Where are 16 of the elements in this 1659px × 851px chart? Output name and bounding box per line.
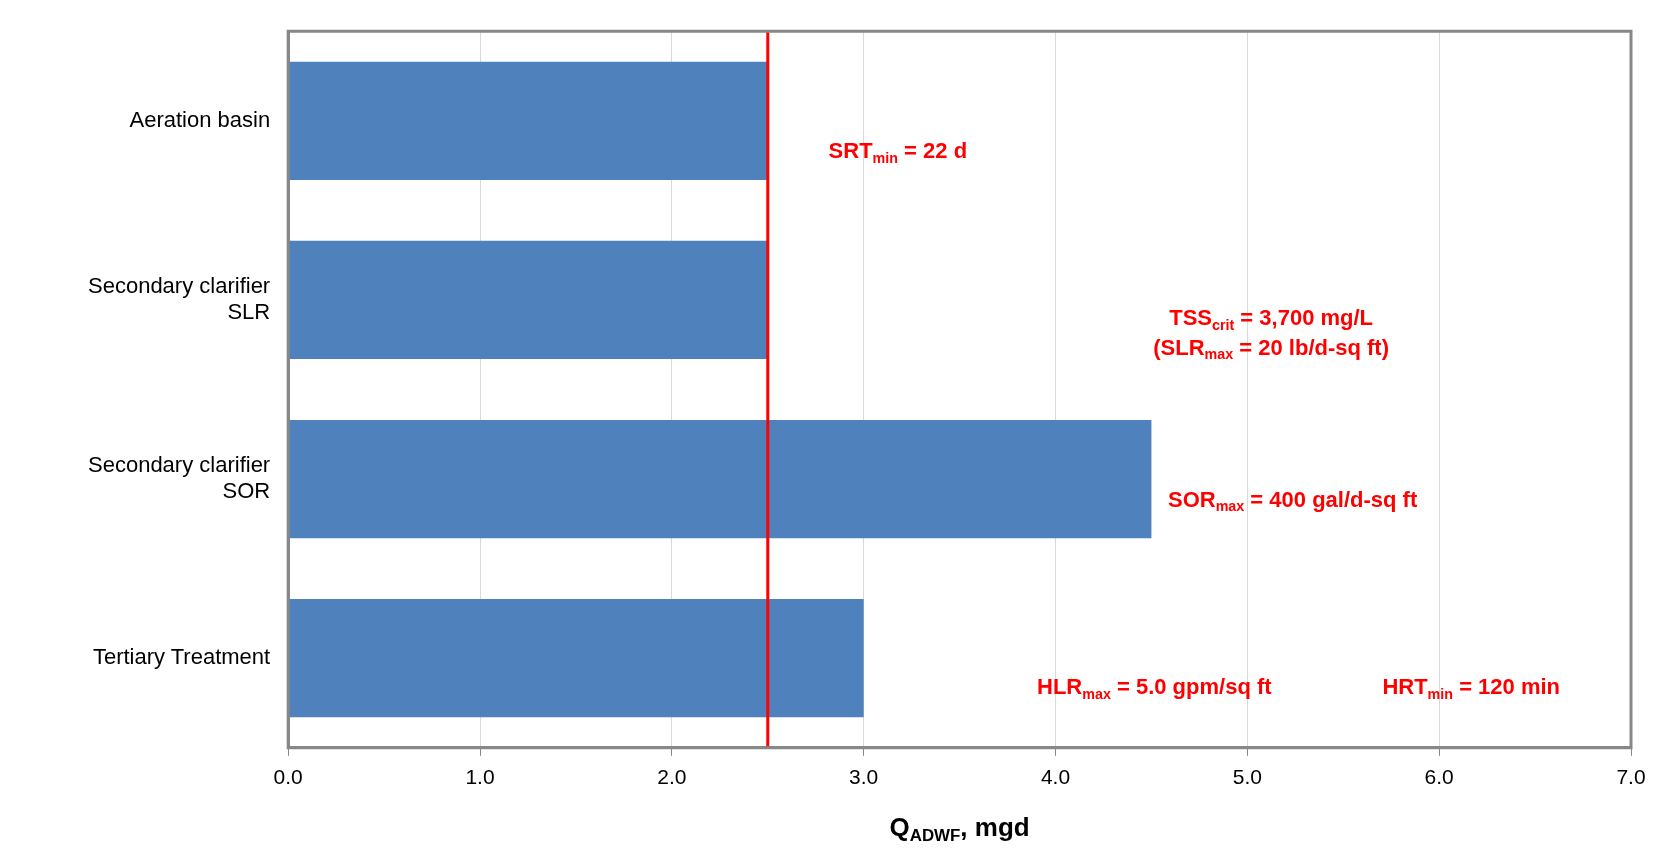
y-tick-label: Secondary clarifier SLR [88,272,271,325]
bar [288,419,1152,539]
y-tick-label: Tertiary Treatment [92,644,271,670]
bar [288,61,768,180]
y-tick-label: Aeration basin [129,106,271,132]
bar [288,240,768,360]
x-tick-label: 7.0 [1616,765,1646,789]
bar [288,599,864,718]
x-tick-label: 6.0 [1424,765,1454,789]
x-tick-label: 4.0 [1040,765,1071,789]
x-tick-label: 2.0 [657,765,687,789]
y-tick-label: Secondary clarifier SOR [88,451,271,504]
x-tick-label: 3.0 [849,765,879,789]
x-tick-label: 0.0 [273,765,303,789]
x-tick-label: 5.0 [1232,765,1262,789]
x-tick-label: 1.0 [465,765,495,789]
